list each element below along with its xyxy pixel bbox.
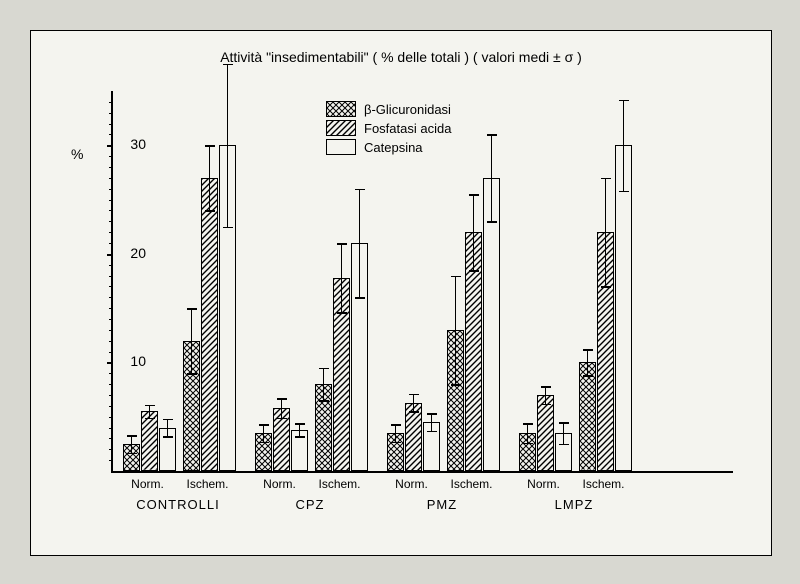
error-bar: [323, 368, 325, 401]
bar: [615, 145, 632, 471]
error-bar: [191, 308, 193, 373]
error-bar: [605, 178, 607, 287]
subgroup-label: Ischem.: [313, 477, 366, 491]
y-tick-label: 20: [130, 245, 146, 261]
error-bar: [209, 145, 211, 210]
error-bar: [149, 405, 151, 418]
error-bar: [623, 100, 625, 191]
error-bar: [563, 422, 565, 444]
group-label: LMPZ: [517, 497, 631, 512]
error-bar: [473, 194, 475, 270]
error-bar: [413, 394, 415, 411]
subgroup-label: Norm.: [385, 477, 438, 491]
subgroup-label: Norm.: [517, 477, 570, 491]
bar: [579, 362, 596, 471]
subgroup-label: Ischem.: [577, 477, 630, 491]
chart-title: Attività "insedimentabili" ( % delle tot…: [31, 49, 771, 65]
subgroup-label: Norm.: [121, 477, 174, 491]
error-bar: [455, 276, 457, 385]
subgroup-label: Ischem.: [181, 477, 234, 491]
error-bar: [227, 64, 229, 227]
error-bar: [359, 189, 361, 298]
error-bar: [491, 134, 493, 221]
y-tick-label: 30: [130, 136, 146, 152]
bar: [405, 403, 422, 471]
group-label: CPZ: [253, 497, 367, 512]
bar: [537, 395, 554, 471]
error-bar: [587, 349, 589, 375]
plot-area: [111, 91, 733, 473]
bar: [201, 178, 218, 471]
error-bar: [299, 423, 301, 436]
error-bar: [341, 243, 343, 312]
error-bar: [395, 424, 397, 441]
error-bar: [281, 398, 283, 418]
y-tick-label: 10: [130, 353, 146, 369]
error-bar: [131, 435, 133, 452]
bar: [141, 411, 158, 471]
error-bar: [167, 419, 169, 436]
subgroup-label: Norm.: [253, 477, 306, 491]
group-label: CONTROLLI: [121, 497, 235, 512]
error-bar: [263, 424, 265, 441]
error-bar: [527, 423, 529, 443]
group-label: PMZ: [385, 497, 499, 512]
error-bar: [431, 413, 433, 430]
y-axis-label: %: [71, 146, 83, 162]
chart-card: Attività "insedimentabili" ( % delle tot…: [30, 30, 772, 556]
error-bar: [545, 386, 547, 403]
subgroup-label: Ischem.: [445, 477, 498, 491]
